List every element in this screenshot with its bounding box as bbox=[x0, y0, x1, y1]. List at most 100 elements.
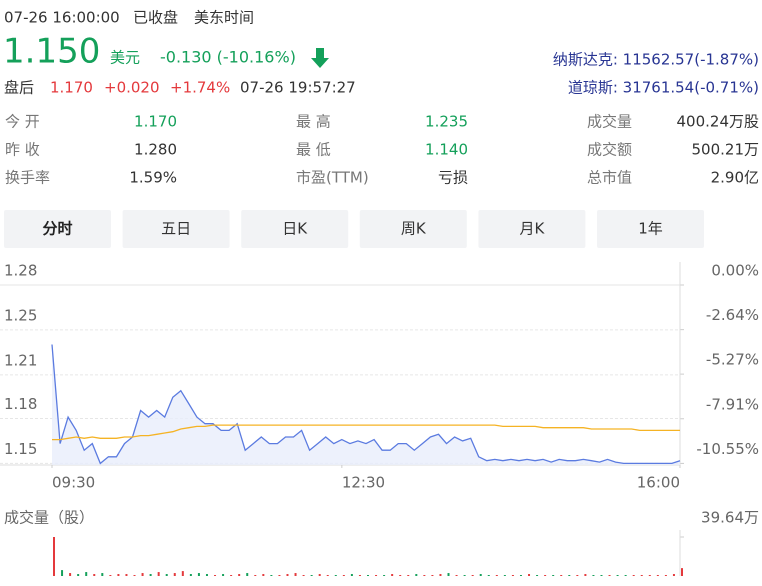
quote-time: 07-26 16:00:00 bbox=[4, 9, 120, 27]
volume-bar bbox=[407, 575, 410, 576]
stat-label: 今 开 bbox=[5, 113, 40, 131]
stat-label: 最 低 bbox=[296, 141, 331, 159]
volume-bar bbox=[560, 575, 563, 576]
stat-label: 市盈(TTM) bbox=[296, 169, 369, 187]
after-time: 07-26 19:57:27 bbox=[240, 79, 356, 97]
tab-label[interactable]: 分时 bbox=[42, 220, 72, 238]
volume-bar bbox=[278, 575, 281, 576]
x-tick-label: 16:00 bbox=[637, 474, 680, 492]
volume-bar bbox=[173, 573, 176, 576]
volume-bar bbox=[141, 573, 144, 576]
volume-bar bbox=[536, 575, 539, 576]
volume-bar bbox=[616, 575, 619, 576]
volume-bar bbox=[133, 575, 136, 576]
volume-bar bbox=[431, 575, 434, 576]
volume-bar bbox=[149, 574, 152, 576]
y2-tick-label: -2.64% bbox=[706, 306, 759, 324]
y2-tick-label: 0.00% bbox=[711, 262, 759, 280]
volume-bar bbox=[53, 537, 55, 576]
market-status: 已收盘 bbox=[133, 9, 178, 27]
y2-tick-label: -7.91% bbox=[706, 395, 759, 413]
tab[interactable] bbox=[478, 210, 586, 248]
volume-bar bbox=[318, 574, 321, 576]
stat-value: 400.24万股 bbox=[677, 113, 760, 131]
volume-bar bbox=[423, 575, 426, 576]
volume-bar bbox=[584, 574, 587, 576]
volume-bar bbox=[262, 574, 265, 576]
tab[interactable] bbox=[122, 210, 230, 248]
index-quote[interactable]: 纳斯达克: 11562.57(-1.87%) bbox=[553, 51, 759, 69]
volume-bar bbox=[463, 575, 466, 576]
average-line bbox=[52, 424, 680, 441]
volume-bar bbox=[648, 575, 651, 576]
tab-label[interactable]: 日K bbox=[282, 220, 308, 238]
time-zone: 美东时间 bbox=[194, 9, 254, 27]
after-percent: +1.74% bbox=[170, 79, 230, 97]
after-price: 1.170 bbox=[50, 79, 93, 97]
volume-bar bbox=[600, 575, 603, 576]
volume-bar bbox=[632, 575, 635, 576]
price-area bbox=[52, 344, 680, 465]
volume-title: 成交量（股） bbox=[4, 509, 94, 527]
stat-value: 1.170 bbox=[134, 113, 177, 131]
down-arrow bbox=[311, 48, 329, 68]
volume-bar bbox=[246, 573, 249, 576]
y2-tick-label: -5.27% bbox=[706, 351, 759, 369]
volume-bar bbox=[503, 575, 506, 576]
tab-label[interactable]: 周K bbox=[401, 220, 427, 238]
volume-bar bbox=[302, 575, 305, 576]
volume-bar bbox=[552, 575, 555, 576]
tab-label[interactable]: 1年 bbox=[638, 220, 663, 238]
volume-bar bbox=[350, 574, 353, 576]
volume-bar bbox=[165, 574, 168, 576]
y-tick-label: 1.21 bbox=[4, 351, 37, 369]
volume-bar bbox=[189, 574, 192, 576]
volume-bar bbox=[640, 575, 643, 576]
volume-bar bbox=[528, 574, 531, 576]
tab-label[interactable]: 月K bbox=[519, 220, 545, 238]
volume-bar bbox=[230, 575, 233, 576]
tab-label[interactable]: 五日 bbox=[161, 220, 191, 238]
tab[interactable] bbox=[241, 210, 349, 248]
index-quote[interactable]: 道琼斯: 31761.54(-0.71%) bbox=[568, 79, 759, 97]
volume-bar bbox=[455, 575, 458, 576]
volume-bar bbox=[399, 575, 402, 576]
volume-bar bbox=[77, 574, 80, 576]
volume-bar bbox=[294, 573, 297, 576]
volume-bar bbox=[495, 575, 498, 576]
after-change: +0.020 bbox=[104, 79, 160, 97]
volume-bar bbox=[415, 574, 418, 576]
volume-bar bbox=[310, 575, 313, 576]
stat-value: 亏损 bbox=[438, 169, 468, 187]
stat-label: 换手率 bbox=[5, 169, 50, 187]
tab[interactable] bbox=[597, 210, 704, 248]
stat-value: 1.235 bbox=[425, 113, 468, 131]
currency: 美元 bbox=[110, 49, 140, 67]
volume-bar bbox=[109, 575, 112, 576]
stat-label: 总市值 bbox=[587, 169, 632, 187]
volume-bar bbox=[270, 575, 273, 576]
tab[interactable] bbox=[359, 210, 467, 248]
volume-tick-label: 39.64万 bbox=[701, 509, 759, 527]
after-label: 盘后 bbox=[4, 79, 34, 97]
volume-bar bbox=[608, 575, 611, 576]
price-line bbox=[51, 344, 681, 465]
volume-bar bbox=[383, 575, 386, 576]
volume-bar bbox=[254, 575, 257, 576]
tab[interactable] bbox=[4, 210, 111, 248]
volume-bar bbox=[375, 575, 378, 576]
volume-bar bbox=[157, 572, 160, 576]
stat-value: 1.280 bbox=[134, 141, 177, 159]
volume-bar bbox=[479, 574, 482, 576]
y-tick-label: 1.28 bbox=[4, 262, 37, 280]
y-tick-label: 1.15 bbox=[4, 440, 37, 458]
volume-bar bbox=[624, 575, 627, 576]
stat-label: 昨 收 bbox=[5, 141, 40, 159]
volume-bar bbox=[334, 575, 337, 576]
volume-bar bbox=[117, 574, 120, 576]
volume-bar bbox=[681, 568, 683, 576]
volume-bar bbox=[342, 575, 345, 576]
volume-bar bbox=[69, 573, 72, 576]
stat-label: 成交量 bbox=[587, 113, 632, 131]
